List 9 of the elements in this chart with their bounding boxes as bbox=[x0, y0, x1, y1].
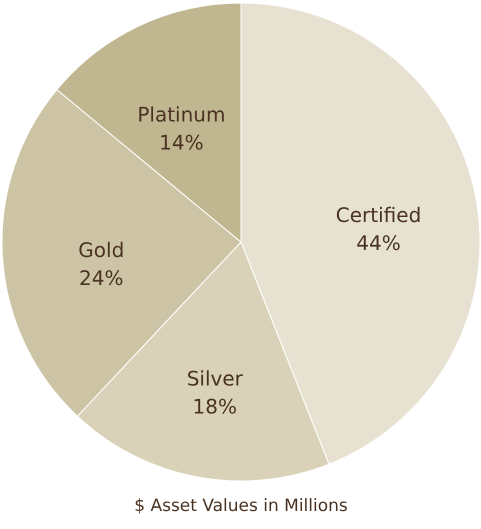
data-label: 24% bbox=[79, 266, 124, 290]
data-label: 14% bbox=[159, 130, 204, 154]
data-label: 18% bbox=[192, 394, 237, 419]
slice-label: Certified bbox=[336, 202, 422, 227]
slice-label: Platinum bbox=[137, 102, 226, 126]
text: $ Asset Values in Millions bbox=[134, 496, 348, 516]
slice-label: Silver bbox=[186, 366, 244, 391]
slice-label: Gold bbox=[78, 238, 124, 262]
data-label: 44% bbox=[356, 230, 401, 255]
